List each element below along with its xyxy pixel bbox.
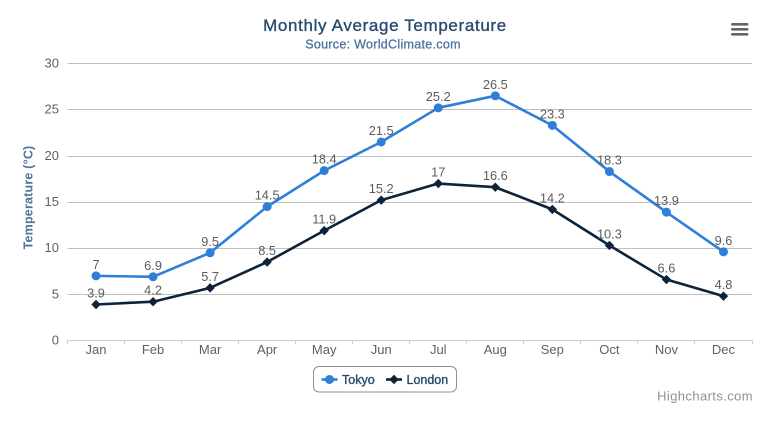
svg-text:Aug: Aug [484, 342, 507, 357]
svg-text:May: May [312, 342, 337, 357]
svg-text:Oct: Oct [599, 342, 620, 357]
svg-text:20: 20 [45, 148, 59, 163]
svg-text:7: 7 [92, 257, 99, 272]
svg-text:Source: WorldClimate.com: Source: WorldClimate.com [305, 38, 461, 52]
svg-text:11.9: 11.9 [312, 212, 336, 227]
svg-text:26.5: 26.5 [483, 77, 508, 92]
svg-text:Feb: Feb [142, 342, 164, 357]
svg-text:0: 0 [52, 333, 59, 348]
svg-text:9.5: 9.5 [201, 234, 219, 249]
svg-text:17: 17 [431, 165, 445, 180]
svg-text:4.2: 4.2 [144, 283, 162, 298]
svg-text:Dec: Dec [712, 342, 736, 357]
svg-text:21.5: 21.5 [369, 123, 394, 138]
svg-text:8.5: 8.5 [258, 243, 276, 258]
svg-text:Mar: Mar [199, 342, 222, 357]
svg-text:Jan: Jan [86, 342, 107, 357]
svg-text:13.9: 13.9 [654, 193, 679, 208]
svg-text:Monthly Average Temperature: Monthly Average Temperature [263, 16, 507, 35]
svg-text:5: 5 [52, 286, 59, 301]
svg-text:6.9: 6.9 [144, 258, 162, 273]
svg-text:18.4: 18.4 [312, 152, 337, 167]
svg-text:14.2: 14.2 [540, 190, 565, 205]
svg-text:18.3: 18.3 [597, 153, 622, 168]
svg-text:Jul: Jul [430, 342, 447, 357]
svg-text:6.6: 6.6 [658, 261, 676, 276]
svg-text:Sep: Sep [541, 342, 564, 357]
svg-text:30: 30 [45, 56, 59, 71]
svg-text:Temperature (°C): Temperature (°C) [22, 146, 36, 250]
svg-text:10: 10 [45, 240, 59, 255]
svg-text:London: London [407, 373, 449, 387]
svg-text:15.2: 15.2 [369, 181, 394, 196]
svg-text:10.3: 10.3 [597, 226, 622, 241]
svg-text:15: 15 [45, 194, 59, 209]
svg-text:25: 25 [45, 102, 59, 117]
svg-text:Nov: Nov [655, 342, 679, 357]
svg-text:16.6: 16.6 [483, 168, 508, 183]
svg-text:3.9: 3.9 [87, 285, 105, 300]
svg-text:5.7: 5.7 [201, 269, 219, 284]
svg-text:Apr: Apr [257, 342, 278, 357]
svg-text:9.6: 9.6 [715, 233, 733, 248]
svg-text:Jun: Jun [371, 342, 392, 357]
svg-text:25.2: 25.2 [426, 89, 451, 104]
svg-text:Tokyo: Tokyo [342, 373, 375, 387]
svg-text:4.8: 4.8 [715, 277, 733, 292]
svg-text:Highcharts.com: Highcharts.com [657, 389, 753, 404]
svg-text:23.3: 23.3 [540, 106, 565, 121]
svg-text:14.5: 14.5 [255, 188, 280, 203]
